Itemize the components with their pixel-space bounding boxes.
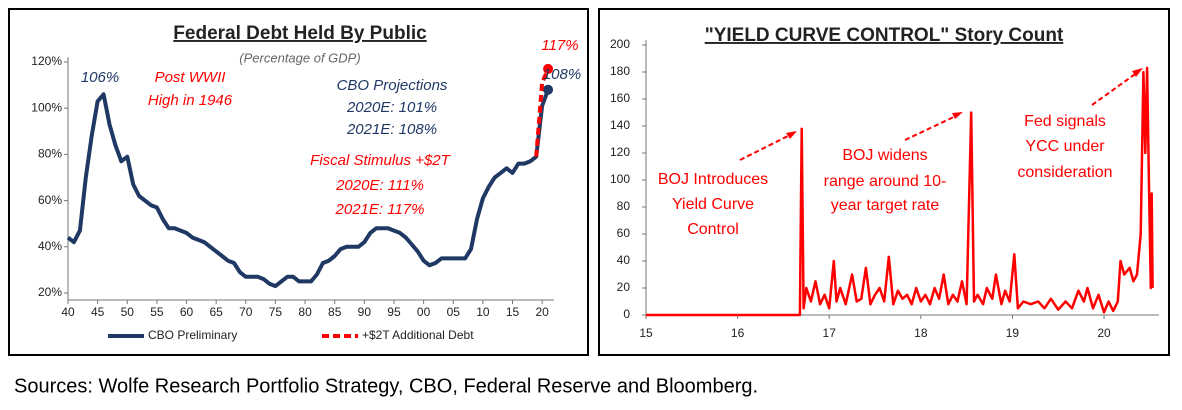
x-tick-label: 80 <box>298 305 312 319</box>
y-tick-label: 120 <box>610 145 630 159</box>
source-note: Sources: Wolfe Research Portfolio Strate… <box>14 375 758 397</box>
y-tick-label: 100 <box>610 172 630 186</box>
arrowheads <box>786 68 1143 139</box>
y-tick-label: 80 <box>617 199 631 213</box>
annotation: 2020E: 111% <box>335 177 424 194</box>
x-tick-label: 05 <box>447 305 461 319</box>
annotation: BOJ Introduces <box>658 171 768 188</box>
legend-label: +$2T Additional Debt <box>362 328 474 342</box>
x-tick-label: 85 <box>328 305 342 319</box>
y-tick-label: 40 <box>617 253 631 267</box>
y-tick-label: 60 <box>617 226 631 240</box>
x-tick-label: 15 <box>639 326 653 340</box>
x-tick-label: 45 <box>91 305 105 319</box>
y-tick-label: 20 <box>617 280 631 294</box>
annotation: 2021E: 117% <box>335 201 425 218</box>
arrows <box>739 71 1139 161</box>
left-panel <box>8 8 589 356</box>
x-tick-label: 10 <box>476 305 490 319</box>
x-tick-label: 90 <box>358 305 372 319</box>
x-tick-label: 20 <box>535 305 549 319</box>
annotation: 2020E: 101% <box>346 99 437 116</box>
x-tick-label: 16 <box>731 326 745 340</box>
x-tick-label: 20 <box>1097 326 1111 340</box>
legend-label: CBO Preliminary <box>148 328 237 342</box>
annotation: YCC under <box>1025 138 1105 155</box>
y-tick-label: 180 <box>610 64 630 78</box>
annotation: 106% <box>81 69 119 86</box>
y-tick-label: 100% <box>31 100 62 114</box>
annotation: range around 10- <box>824 173 947 190</box>
annotation: 108% <box>543 66 581 83</box>
chart-subtitle: (Percentage of GDP) <box>239 50 360 65</box>
annotation: BOJ widens <box>842 147 927 164</box>
annotation: year target rate <box>831 197 940 214</box>
chart-title: Federal Debt Held By Public <box>173 23 427 44</box>
end-point <box>543 63 554 74</box>
annotation: Fiscal Stimulus +$2T <box>310 152 451 169</box>
x-tick-label: 75 <box>269 305 283 319</box>
y-tick-label: 160 <box>610 91 630 105</box>
y-tick-label: 0 <box>623 307 630 321</box>
y-tick-label: 60% <box>38 193 62 207</box>
x-tick-label: 70 <box>239 305 253 319</box>
annotation: CBO Projections <box>337 77 448 94</box>
y-tick-label: 20% <box>38 285 62 299</box>
x-tick-label: 55 <box>150 305 164 319</box>
right-panel <box>598 8 1170 356</box>
y-tick-label: 40% <box>38 239 62 253</box>
arrow <box>904 114 959 141</box>
arrowhead <box>786 131 797 139</box>
x-tick-label: 17 <box>823 326 837 340</box>
arrowhead <box>1132 68 1143 77</box>
x-tick-label: 00 <box>417 305 431 319</box>
annotation: 2021E: 108% <box>346 121 437 138</box>
arrow <box>1091 71 1139 106</box>
y-tick-label: 200 <box>610 37 630 51</box>
x-tick-label: 18 <box>914 326 928 340</box>
arrow <box>739 133 793 161</box>
series-line <box>534 68 550 157</box>
y-tick-label: 80% <box>38 147 62 161</box>
annotation: High in 1946 <box>148 92 233 109</box>
annotation: Fed signals <box>1024 113 1106 130</box>
end-point <box>543 84 554 95</box>
annotation: Post WWII <box>155 69 226 86</box>
x-tick-label: 65 <box>209 305 223 319</box>
x-tick-label: 95 <box>387 305 401 319</box>
annotation: Yield Curve <box>672 196 754 213</box>
annotation: consideration <box>1017 164 1112 181</box>
annotation: 117% <box>541 37 578 54</box>
y-tick-label: 120% <box>31 54 62 68</box>
x-tick-label: 19 <box>1006 326 1020 340</box>
series-line <box>66 89 550 289</box>
chart-title: "YIELD CURVE CONTROL" Story Count <box>705 25 1064 46</box>
y-tick-label: 140 <box>610 118 630 132</box>
arrowhead <box>952 112 963 119</box>
x-tick-label: 40 <box>61 305 75 319</box>
x-tick-label: 50 <box>121 305 135 319</box>
series-line <box>646 66 1154 317</box>
x-tick-label: 60 <box>180 305 194 319</box>
x-tick-label: 15 <box>506 305 520 319</box>
annotation: Control <box>687 221 739 238</box>
